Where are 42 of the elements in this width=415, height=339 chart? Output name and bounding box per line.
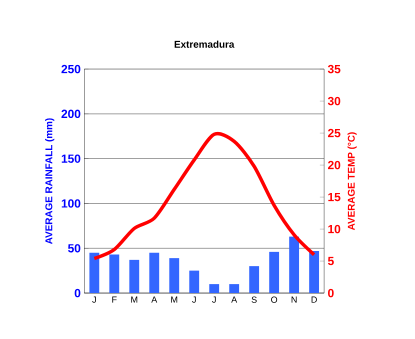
x-tick-label: J [212, 296, 216, 303]
x-tick-label: O [271, 296, 278, 303]
y-tick-label: 250 [61, 64, 80, 74]
x-tick-label: J [192, 296, 196, 303]
bar [129, 260, 140, 293]
bar [269, 252, 280, 293]
y2-tick-label: 5 [328, 256, 334, 265]
y2-tick-label: 25 [328, 128, 340, 138]
bar [289, 236, 300, 293]
chart-title: Extremadura [174, 40, 234, 48]
x-tick-label: S [252, 296, 257, 303]
bar [89, 252, 100, 293]
y-tick-label: 100 [62, 199, 80, 208]
y2-axis-title: AVERAGE TEMP (°C) [348, 132, 357, 230]
bar [309, 250, 320, 293]
y-tick-label: 150 [62, 154, 80, 163]
x-tick-label: J [92, 296, 96, 303]
y-tick-label: 0 [74, 288, 80, 298]
y2-tick-label: 10 [328, 224, 340, 234]
y2-tick-label: 15 [328, 192, 340, 201]
bar [169, 258, 180, 293]
x-tick-label: A [231, 296, 238, 302]
y2-tick-label: 35 [328, 64, 340, 74]
x-tick-label: M [131, 296, 138, 302]
y-axis-title: AVERAGE RAINFALL (mm) [45, 118, 54, 244]
bar [229, 284, 240, 293]
y2-tick-label: 0 [328, 288, 334, 298]
bar [249, 266, 260, 293]
x-tick-label: M [171, 296, 178, 302]
x-tick-label: F [112, 296, 117, 302]
y-tick-label: 200 [61, 109, 80, 118]
y2-tick-label: 30 [328, 96, 340, 106]
x-tick-label: N [292, 296, 297, 302]
y-tick-label: 50 [68, 244, 80, 252]
bar [209, 284, 220, 293]
y2-tick-label: 20 [328, 160, 340, 170]
bar [189, 270, 200, 293]
bar [149, 252, 160, 293]
bar [109, 254, 120, 293]
x-tick-label: D [312, 296, 317, 302]
line-series [92, 132, 316, 260]
x-tick-label: A [151, 296, 158, 302]
